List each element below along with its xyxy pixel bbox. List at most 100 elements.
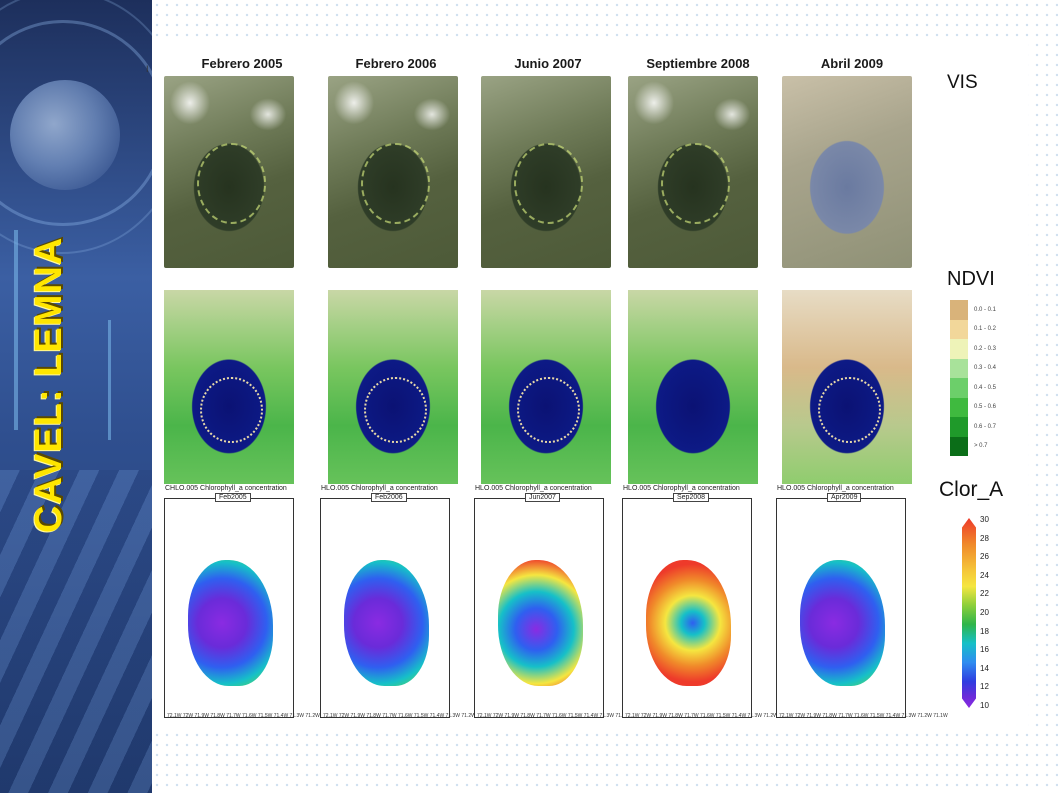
chl-axis-ticks: 72.1W 72W 71.9W 71.8W 71.7W 71.6W 71.5W …	[625, 713, 794, 719]
ndvi-legend-label: > 0.7	[974, 443, 988, 450]
ndvi-image	[328, 290, 458, 484]
ndvi-legend-swatch	[950, 319, 968, 339]
vis-image	[782, 76, 912, 268]
lemna-swirl	[660, 143, 730, 224]
colorbar-tick-label: 26	[980, 552, 989, 562]
ndvi-legend: 0.0 - 0.1 0.1 - 0.2 0.2 - 0.3 0.3 - 0.4 0.4 …	[950, 300, 1020, 456]
ndvi-row-label: NDVI	[947, 268, 995, 290]
colorbar-tick-label: 30	[980, 515, 989, 524]
vis-image	[481, 76, 611, 268]
colorbar-gradient	[962, 518, 976, 708]
chl-map-title: CHLO.005 Chlorophyll_a concentration	[165, 485, 287, 492]
lemna-streaks	[818, 377, 881, 444]
vis-image	[164, 76, 294, 268]
slide-content: I Febrero 2005 Febrero 2006 Junio 2007 S…	[146, 0, 1058, 793]
colorbar-tick-label: 18	[980, 626, 989, 636]
column-title: Febrero 2005	[201, 56, 283, 71]
ndvi-legend-item: 0.4 - 0.5	[950, 378, 1020, 398]
colorbar-tick-label: 28	[980, 533, 989, 543]
vis-image	[328, 76, 458, 268]
chl-map-title: HLO.005 Chlorophyll_a concentration	[321, 485, 438, 492]
chl-axis-ticks: 72.1W 72W 71.9W 71.8W 71.7W 71.6W 71.5W …	[323, 713, 492, 719]
chlorophyll-map: HLO.005 Chlorophyll_a concentration Jun2…	[474, 485, 646, 719]
ndvi-legend-swatch	[950, 417, 968, 437]
ndvi-legend-swatch	[950, 300, 968, 320]
chlorophyll-field	[646, 560, 731, 687]
ndvi-legend-label: 0.6 - 0.7	[974, 423, 997, 430]
lemna-swirl	[360, 143, 430, 224]
ndvi-image	[481, 290, 611, 484]
decorative-arc	[0, 20, 152, 226]
column-title: Junio 2007	[514, 56, 582, 71]
ndvi-legend-label: 0.5 - 0.6	[974, 404, 997, 411]
chlorophyll-field	[800, 560, 885, 687]
ndvi-image	[782, 290, 912, 484]
ndvi-image	[164, 290, 294, 484]
lemna-streaks	[200, 377, 263, 444]
ndvi-legend-swatch	[950, 436, 968, 456]
decorative-bar	[14, 230, 18, 430]
ndvi-legend-item: 0.3 - 0.4	[950, 358, 1020, 378]
ndvi-legend-label: 0.1 - 0.2	[974, 326, 997, 333]
chl-map-date: Jun2007	[525, 493, 560, 502]
ndvi-legend-item: 0.1 - 0.2	[950, 319, 1020, 339]
decorative-arc	[0, 0, 152, 254]
ndvi-image	[628, 290, 758, 484]
ndvi-legend-label: 0.4 - 0.5	[974, 384, 997, 391]
ndvi-legend-label: 0.3 - 0.4	[974, 365, 997, 372]
chlorophyll-row-label: Clor_A	[939, 478, 1004, 501]
chl-map-title: HLO.005 Chlorophyll_a concentration	[777, 485, 894, 492]
colorbar-tick-label: 20	[980, 608, 989, 617]
chlorophyll-field	[188, 560, 273, 687]
hand-on-keyboard-image	[10, 80, 120, 190]
vis-image	[628, 76, 758, 268]
top-mark: I	[146, 64, 149, 74]
ndvi-legend-item: 0.0 - 0.1	[950, 300, 1020, 320]
ndvi-legend-swatch	[950, 397, 968, 417]
chlorophyll-map: HLO.005 Chlorophyll_a concentration Feb2…	[320, 485, 492, 719]
lake-maracaibo-figure: I Febrero 2005 Febrero 2006 Junio 2007 S…	[146, 38, 1028, 728]
chl-map-date: Feb2005	[215, 493, 251, 502]
column-title: Abril 2009	[820, 56, 884, 71]
chlorophyll-field	[344, 560, 429, 687]
ndvi-legend-item: 0.5 - 0.6	[950, 397, 1020, 417]
chlorophyll-map: HLO.005 Chlorophyll_a concentration Apr2…	[776, 485, 948, 719]
ndvi-legend-label: 0.0 - 0.1	[974, 306, 997, 313]
colorbar-tick-label: 14	[980, 663, 989, 673]
keyboard-image	[0, 470, 152, 793]
chl-axis-ticks: 72.1W 72W 71.9W 71.8W 71.7W 71.6W 71.5W …	[779, 713, 948, 719]
chlorophyll-map: HLO.005 Chlorophyll_a concentration Sep2…	[622, 485, 794, 719]
chlorophyll-colorbar: 30 28 26 24 22 20 18 16 14 12 10	[958, 510, 1018, 720]
lemna-streaks	[364, 377, 427, 444]
chl-map-date: Apr2009	[827, 493, 862, 502]
chl-axis-ticks: 72.1W 72W 71.9W 71.8W 71.7W 71.6W 71.5W …	[477, 713, 646, 719]
chl-map-date: Sep2008	[673, 493, 710, 502]
slide-title: CAVEL: LEMNA	[28, 236, 70, 534]
ndvi-legend-swatch	[950, 339, 968, 359]
ndvi-legend-label: 0.2 - 0.3	[974, 345, 997, 352]
chlorophyll-map: CHLO.005 Chlorophyll_a concentration Feb…	[164, 485, 336, 719]
lemna-swirl	[196, 143, 266, 224]
ndvi-legend-item: 0.2 - 0.3	[950, 339, 1020, 359]
lemna-swirl	[513, 143, 583, 224]
column-title: Febrero 2006	[355, 56, 437, 71]
chlorophyll-field	[498, 560, 583, 687]
chl-axis-ticks: 72.1W 72W 71.9W 71.8W 71.7W 71.6W 71.5W …	[167, 713, 336, 719]
colorbar-tick-label: 12	[980, 682, 989, 692]
chl-map-title: HLO.005 Chlorophyll_a concentration	[475, 485, 592, 492]
ndvi-legend-swatch	[950, 358, 968, 378]
lemna-streaks	[517, 377, 580, 444]
colorbar-tick-label: 10	[980, 701, 989, 710]
ndvi-legend-item: 0.6 - 0.7	[950, 417, 1020, 437]
chl-map-title: HLO.005 Chlorophyll_a concentration	[623, 485, 740, 492]
ndvi-legend-item: > 0.7	[950, 436, 1020, 456]
chl-map-date: Feb2006	[371, 493, 407, 502]
column-title: Septiembre 2008	[646, 56, 750, 71]
decorative-bar	[108, 320, 111, 440]
vis-row-label: VIS	[947, 72, 978, 93]
colorbar-tick-label: 16	[980, 645, 989, 655]
ndvi-legend-swatch	[950, 378, 968, 398]
colorbar-tick-label: 24	[980, 570, 989, 580]
decorative-sidebar: CAVEL: LEMNA	[0, 0, 152, 793]
colorbar-tick-label: 22	[980, 589, 989, 599]
